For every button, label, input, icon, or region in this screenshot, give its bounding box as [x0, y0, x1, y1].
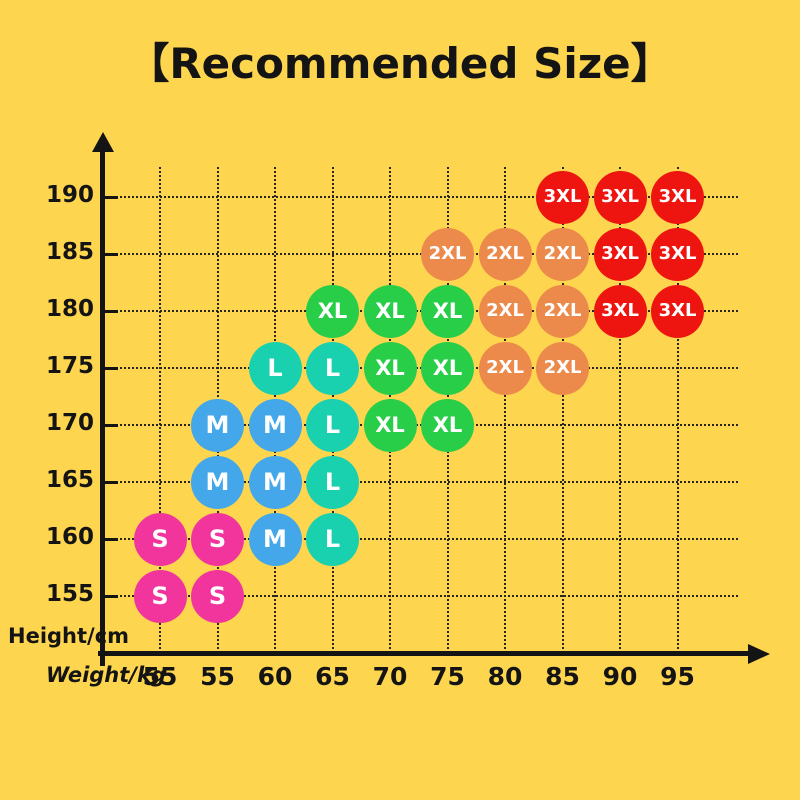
y-tick-label: 165	[45, 467, 94, 493]
size-dot: L	[306, 398, 359, 452]
size-dot: 2XL	[478, 284, 532, 338]
size-dot: 2XL	[536, 284, 589, 338]
size-dot: S	[191, 569, 244, 623]
size-dot: L	[306, 341, 359, 395]
x-tick-label: 70	[372, 662, 408, 691]
size-dot: M	[248, 455, 302, 509]
size-dot: L	[248, 341, 302, 395]
y-axis-label: Height/cm	[8, 624, 130, 648]
size-dot: 2XL	[421, 227, 474, 281]
size-dot: XL	[363, 398, 417, 452]
y-tick-label: 175	[45, 353, 94, 379]
size-dot: XL	[421, 341, 474, 395]
x-tick-label: 85	[545, 662, 580, 691]
y-tick-label: 170	[45, 410, 94, 436]
gridline-vertical	[561, 167, 564, 653]
gridline-vertical	[504, 167, 506, 653]
gridline-vertical	[619, 167, 621, 653]
size-dot: S	[133, 512, 187, 566]
x-tick-label: 90	[602, 662, 638, 691]
size-dot: 3XL	[593, 227, 647, 281]
size-dot: 3XL	[593, 284, 647, 338]
size-dot: M	[248, 512, 302, 566]
y-tick	[105, 366, 118, 370]
size-dot: M	[191, 455, 244, 509]
y-tick	[105, 537, 118, 541]
gridline-horizontal	[107, 595, 738, 597]
size-dot: 2XL	[536, 341, 589, 395]
size-dot: XL	[363, 341, 417, 395]
y-tick	[105, 252, 118, 256]
x-tick-label: 65	[315, 662, 350, 691]
size-dot: 2XL	[478, 341, 532, 395]
x-tick-label: 60	[257, 662, 293, 691]
size-dot: 3XL	[651, 227, 704, 281]
y-tick	[105, 195, 118, 199]
x-tick-label: 55	[200, 662, 235, 691]
gridline-vertical	[159, 167, 161, 653]
y-axis-arrow-icon	[91, 132, 114, 152]
y-tick-label: 180	[45, 296, 94, 322]
gridline-horizontal	[107, 538, 738, 540]
size-dot: L	[306, 512, 359, 566]
size-dot: 3XL	[651, 170, 704, 224]
x-tick-label: 75	[430, 662, 465, 691]
size-dot: 3XL	[593, 170, 647, 224]
size-dot: L	[306, 455, 359, 509]
gridline-horizontal	[107, 481, 738, 483]
y-tick-label: 190	[45, 182, 94, 208]
size-dot: 3XL	[651, 284, 704, 338]
y-tick-label: 185	[45, 239, 94, 265]
x-axis	[98, 651, 750, 656]
y-tick-label: 160	[45, 524, 94, 550]
x-tick-label: 80	[487, 662, 523, 691]
gridline-vertical	[676, 167, 679, 653]
x-axis-arrow-icon	[748, 643, 770, 664]
y-tick-label: 155	[45, 581, 94, 607]
y-tick	[105, 309, 118, 313]
x-tick-label: 55	[142, 662, 178, 691]
gridline-horizontal	[107, 196, 738, 198]
size-dot: M	[248, 398, 302, 452]
size-dot: XL	[421, 398, 474, 452]
y-axis	[100, 150, 105, 666]
size-dot: 2XL	[536, 227, 589, 281]
page-title: 【Recommended Size】	[127, 39, 673, 88]
size-dot: XL	[421, 284, 474, 338]
size-dot: 3XL	[536, 170, 589, 224]
y-tick	[105, 423, 118, 427]
y-tick	[105, 594, 118, 598]
size-dot: XL	[306, 284, 359, 338]
y-tick	[105, 480, 118, 484]
size-dot: S	[133, 569, 187, 623]
x-tick-label: 95	[660, 662, 695, 691]
size-dot: S	[191, 512, 244, 566]
size-dot: M	[191, 398, 244, 452]
size-dot: XL	[363, 284, 417, 338]
x-axis-label: Weight/kg	[46, 663, 166, 687]
size-dot: 2XL	[478, 227, 532, 281]
